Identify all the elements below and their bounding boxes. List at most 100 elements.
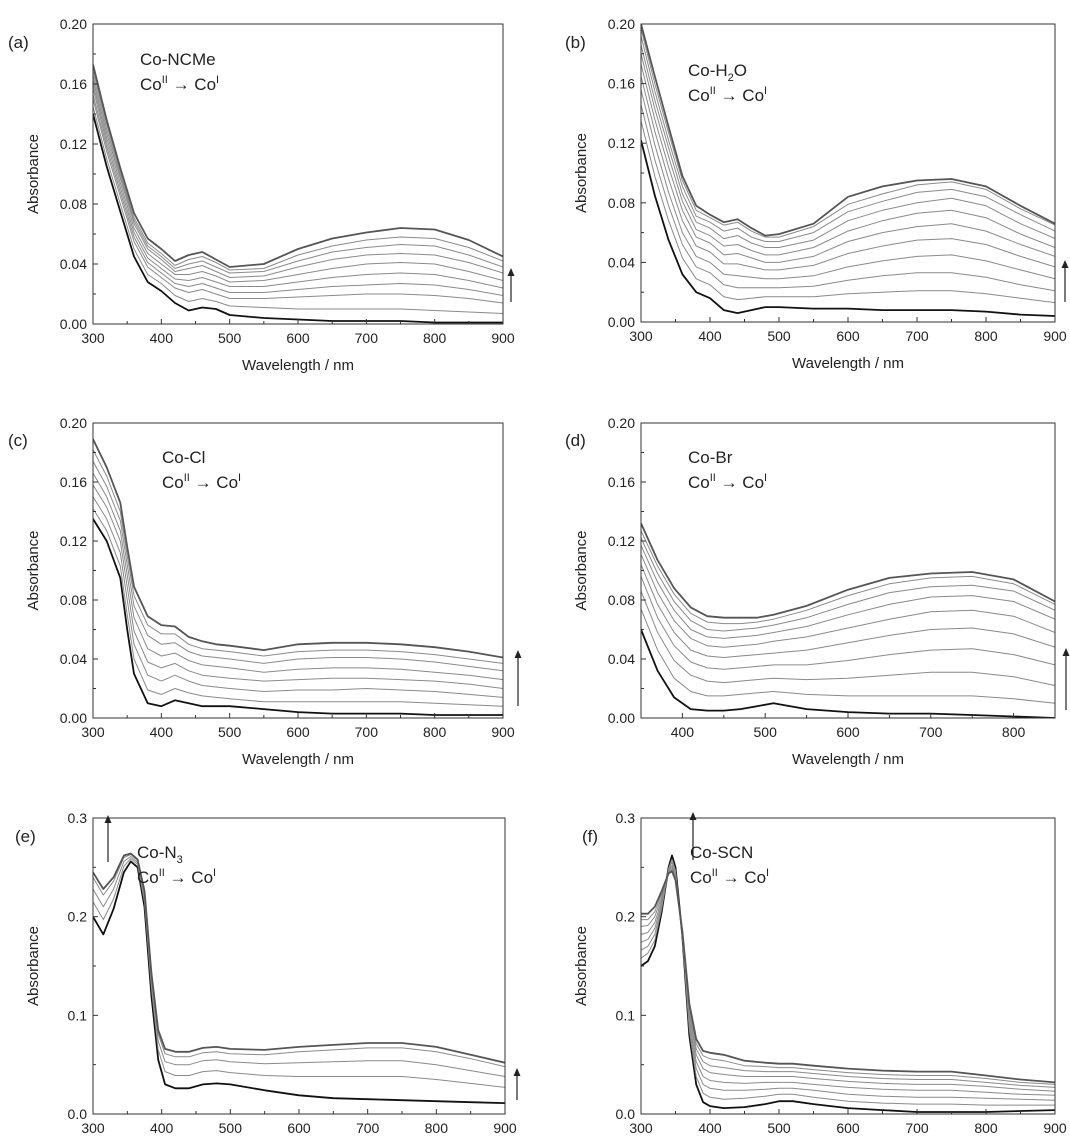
growth-arrow-head — [513, 1068, 521, 1076]
x-tick-label: 900 — [1043, 328, 1067, 344]
panel-label: (d) — [565, 431, 586, 450]
spectrum-line-7 — [93, 79, 503, 278]
spectrum-line-4 — [641, 576, 1055, 670]
x-tick-label: 900 — [491, 724, 515, 740]
process-label: CoII → CoI — [137, 867, 216, 887]
x-tick-label: 300 — [629, 1120, 653, 1136]
spectrum-line-1 — [641, 629, 1055, 718]
x-tick-label: 500 — [218, 724, 242, 740]
panel-c: 300 400 500 600 700 800 900 0.00 0.04 0.08 0.12 0.1… — [8, 415, 522, 768]
panel-label: (a) — [8, 33, 29, 52]
process-label: CoII → CoI — [688, 85, 767, 105]
spectrum-line-10 — [641, 522, 1055, 619]
spectrum-line-7 — [641, 545, 1055, 639]
spectrum-line-1 — [93, 518, 503, 716]
panel-f: 3004005006007008009000.00.10.20.3Wavelen… — [573, 810, 1067, 1136]
spectrum-line-3 — [93, 98, 503, 304]
x-tick-label: 700 — [905, 328, 929, 344]
spectrum-line-11 — [641, 24, 1055, 237]
series-group — [641, 854, 1055, 1113]
x-tick-label: 900 — [493, 1120, 517, 1136]
x-tick-label: 400 — [698, 1120, 722, 1136]
spectrum-line-1 — [641, 854, 1055, 1113]
panel-label: (c) — [8, 431, 28, 450]
y-tick-label: 0.00 — [608, 710, 635, 726]
x-tick-label: 400 — [671, 724, 695, 740]
panel-d: 400 500 600 700 800 0.00 0.04 0.08 0.12 0.16 0.20 W… — [565, 415, 1070, 768]
y-tick-label: 0.04 — [60, 651, 87, 667]
spectrum-line-5 — [93, 472, 503, 681]
spectrum-line-8 — [93, 74, 503, 274]
spectrum-line-3 — [641, 861, 1055, 1101]
y-tick-label: 0.04 — [608, 651, 635, 667]
y-tick-label: 0.08 — [608, 592, 635, 608]
spectrum-line-4 — [641, 864, 1055, 1096]
y-tick-label: 0.08 — [608, 195, 635, 211]
x-axis-label: Wavelength / nm — [792, 355, 904, 372]
y-axis-label: Absorbance — [25, 134, 42, 214]
x-tick-label: 500 — [767, 328, 791, 344]
x-tick-label: 700 — [355, 330, 379, 346]
growth-arrow-head — [514, 650, 522, 658]
spectrum-line-9 — [641, 530, 1055, 625]
spectrum-line-1 — [93, 860, 505, 1104]
spectrum-line-8 — [641, 44, 1055, 248]
panel-a: 300 400 500 600 700 800 900 0.00 0.04 0.08 0.12 0.1… — [8, 16, 515, 374]
x-tick-label: 900 — [491, 330, 515, 346]
x-tick-label: 300 — [81, 1120, 105, 1136]
x-tick-label: 700 — [919, 724, 943, 740]
x-tick-label: 300 — [629, 328, 653, 344]
x-tick-label: 700 — [905, 1120, 929, 1136]
spectrum-line-8 — [93, 438, 503, 659]
spectrum-line-10 — [641, 28, 1055, 238]
process-label: CoII → CoI — [690, 867, 769, 887]
y-axis-label: Absorbance — [25, 530, 42, 610]
panel-b: 300 400 500 600 700 800 900 0.00 0.04 0.08 0.12 0.1… — [565, 16, 1069, 372]
y-tick-label: 0.2 — [616, 909, 636, 925]
x-tick-label: 500 — [218, 330, 242, 346]
spectrum-line-4 — [93, 94, 503, 296]
spectrum-line-2 — [93, 508, 503, 707]
growth-arrow-head — [1062, 648, 1070, 656]
species-label: Co-Br — [688, 448, 733, 467]
spectrum-line-6 — [641, 868, 1055, 1088]
x-tick-label: 800 — [425, 1120, 449, 1136]
x-axis-label: Wavelength / nm — [242, 751, 354, 768]
plot-frame — [92, 422, 504, 719]
x-axis-label: Wavelength / nm — [242, 357, 354, 374]
x-tick-label: 600 — [286, 330, 310, 346]
plot-frame — [640, 817, 1056, 1115]
plot-frame — [92, 817, 506, 1115]
growth-arrow-head — [1061, 260, 1069, 268]
x-tick-label: 700 — [356, 1120, 380, 1136]
series-group — [641, 24, 1055, 317]
spectrum-line-2 — [641, 120, 1055, 304]
spectrum-line-8 — [641, 870, 1055, 1084]
spectrum-line-5 — [93, 852, 505, 1064]
species-label: Co-SCN — [690, 843, 753, 862]
y-tick-label: 0.04 — [608, 254, 635, 270]
spectrum-line-4 — [93, 484, 503, 689]
y-axis-label: Absorbance — [573, 530, 590, 610]
spectrum-line-6 — [93, 461, 503, 672]
series-group — [93, 852, 505, 1104]
y-tick-label: 0.00 — [60, 710, 87, 726]
y-tick-label: 0.16 — [608, 474, 635, 490]
y-tick-label: 0.12 — [60, 533, 87, 549]
spectrum-line-4 — [93, 854, 505, 1068]
spectrum-line-7 — [641, 869, 1055, 1085]
y-tick-label: 0.16 — [60, 474, 87, 490]
series-group — [93, 64, 503, 324]
process-label: CoII → CoI — [688, 472, 767, 492]
x-tick-label: 600 — [287, 1120, 311, 1136]
spectrum-line-5 — [641, 76, 1055, 271]
spectrum-line-3 — [641, 590, 1055, 686]
x-tick-label: 800 — [974, 328, 998, 344]
y-tick-label: 0.20 — [60, 16, 87, 32]
y-tick-label: 0.12 — [60, 136, 87, 152]
spectrum-line-2 — [641, 608, 1055, 704]
y-tick-label: 0.20 — [608, 16, 635, 32]
spectrum-line-6 — [641, 64, 1055, 263]
y-tick-label: 0.00 — [608, 314, 635, 330]
